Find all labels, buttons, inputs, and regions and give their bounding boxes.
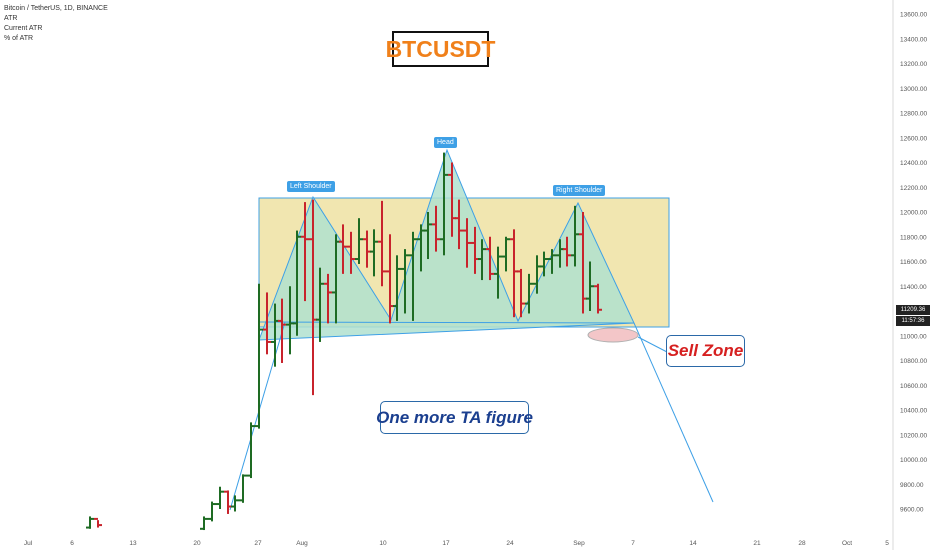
x-tick-label: 13 [129, 540, 137, 547]
y-tick-label: 12400.00 [900, 160, 927, 167]
ohlc-bar[interactable] [370, 229, 378, 277]
ohlc-bar[interactable] [548, 249, 556, 274]
y-tick-label: 10600.00 [900, 383, 927, 390]
y-tick-label: 11000.00 [900, 333, 927, 340]
ohlc-bar[interactable] [94, 517, 102, 528]
ta-figure-note: One more TA figure [376, 401, 533, 434]
ohlc-bar[interactable] [440, 152, 448, 256]
sell-zone-connector [637, 336, 668, 353]
ohlc-bar[interactable] [263, 292, 271, 355]
x-tick-label: Oct [842, 540, 852, 547]
y-tick-label: 11400.00 [900, 284, 927, 291]
ohlc-bar[interactable] [409, 231, 417, 321]
ohlc-bar[interactable] [586, 261, 594, 312]
legend-indicator: ATR [4, 15, 18, 22]
x-tick-label: 20 [193, 540, 201, 547]
x-tick-label: 7 [631, 540, 635, 547]
rally-trend-line [229, 321, 286, 511]
x-tick-label: Sep [573, 540, 585, 547]
x-tick-label: 24 [506, 540, 514, 547]
ohlc-bar[interactable] [278, 298, 286, 363]
ohlc-bar[interactable] [393, 255, 401, 321]
y-tick-label: 10000.00 [900, 457, 927, 464]
ohlc-bar[interactable] [324, 273, 332, 324]
ohlc-bar[interactable] [239, 474, 247, 503]
symbol-title-box: BTCUSDT [386, 31, 495, 67]
y-tick-label: 9600.00 [900, 507, 924, 514]
x-tick-label: 17 [442, 540, 450, 547]
neckline [258, 321, 635, 324]
ohlc-bar[interactable] [571, 205, 579, 267]
ohlc-bar[interactable] [316, 267, 324, 342]
y-tick-label: 10400.00 [900, 408, 927, 415]
left-shoulder-label: Left Shoulder [287, 181, 335, 192]
ohlc-bar[interactable] [301, 202, 309, 302]
ohlc-bar[interactable] [455, 199, 463, 250]
x-tick-label: 10 [379, 540, 387, 547]
ohlc-bar[interactable] [540, 251, 548, 277]
ohlc-bar[interactable] [478, 239, 486, 281]
x-tick-label: Aug [296, 540, 308, 547]
ohlc-bar[interactable] [355, 218, 363, 264]
right-shoulder-label: Right Shoulder [553, 185, 606, 196]
legend-indicator-current: Current ATR [4, 25, 43, 32]
ohlc-bar[interactable] [224, 490, 232, 514]
head-and-shoulders-pattern [258, 148, 635, 341]
ohlc-bar[interactable] [339, 224, 347, 274]
ohlc-bar[interactable] [594, 283, 602, 314]
ohlc-bar[interactable] [563, 236, 571, 267]
y-tick-label: 10800.00 [900, 358, 927, 365]
ohlc-bar[interactable] [231, 495, 239, 512]
y-tick-label: 12800.00 [900, 111, 927, 118]
y-tick-label: 12000.00 [900, 210, 927, 217]
ohlc-bar[interactable] [517, 268, 525, 318]
head-label: Head [434, 137, 457, 148]
x-tick-label: 5 [885, 540, 889, 547]
ohlc-bar[interactable] [86, 516, 94, 529]
ohlc-bar[interactable] [200, 516, 208, 531]
y-tick-label: 12200.00 [900, 185, 927, 192]
ohlc-bar[interactable] [486, 236, 494, 281]
sell-zone-ellipse [587, 327, 639, 343]
legend-symbol: Bitcoin / TetherUS, 1D, BINANCE [4, 5, 108, 12]
last-price-label: 11209.36 [896, 305, 930, 315]
x-tick-label: 21 [753, 540, 761, 547]
x-tick-label: 28 [798, 540, 806, 547]
ohlc-bar[interactable] [494, 246, 502, 299]
y-tick-label: 13400.00 [900, 36, 927, 43]
ohlc-bar[interactable] [216, 486, 224, 509]
ohlc-bar[interactable] [255, 283, 263, 429]
x-tick-label: Jul [24, 540, 33, 547]
countdown-label: 11:57:36 [896, 316, 930, 326]
y-tick-label: 11800.00 [900, 234, 927, 241]
ohlc-bar[interactable] [502, 236, 510, 272]
ohlc-bar[interactable] [293, 230, 301, 336]
y-tick-label: 9800.00 [900, 482, 924, 489]
ohlc-bar[interactable] [525, 273, 533, 314]
x-tick-label: 27 [254, 540, 262, 547]
ohlc-bar[interactable] [463, 218, 471, 268]
x-tick-label: 14 [689, 540, 697, 547]
y-tick-label: 13000.00 [900, 86, 927, 93]
x-tick-label: 6 [70, 540, 74, 547]
legend-indicator-percent: % of ATR [4, 35, 34, 42]
ohlc-bar[interactable] [432, 205, 440, 252]
sell-zone-note: Sell Zone [666, 335, 745, 367]
y-tick-label: 11600.00 [900, 259, 927, 266]
ohlc-bar[interactable] [208, 501, 216, 522]
y-tick-label: 10200.00 [900, 432, 927, 439]
y-tick-label: 12600.00 [900, 135, 927, 142]
projection-line [633, 322, 714, 503]
ohlc-bar[interactable] [401, 249, 409, 314]
ohlc-bar[interactable] [347, 231, 355, 274]
y-tick-label: 13200.00 [900, 61, 927, 68]
chart-legend: Bitcoin / TetherUS, 1D, BINANCE ATR Curr… [4, 4, 108, 44]
ohlc-bar[interactable] [424, 212, 432, 260]
ohlc-bar[interactable] [378, 200, 386, 287]
y-tick-label: 13600.00 [900, 12, 927, 19]
ohlc-bar[interactable] [247, 422, 255, 479]
